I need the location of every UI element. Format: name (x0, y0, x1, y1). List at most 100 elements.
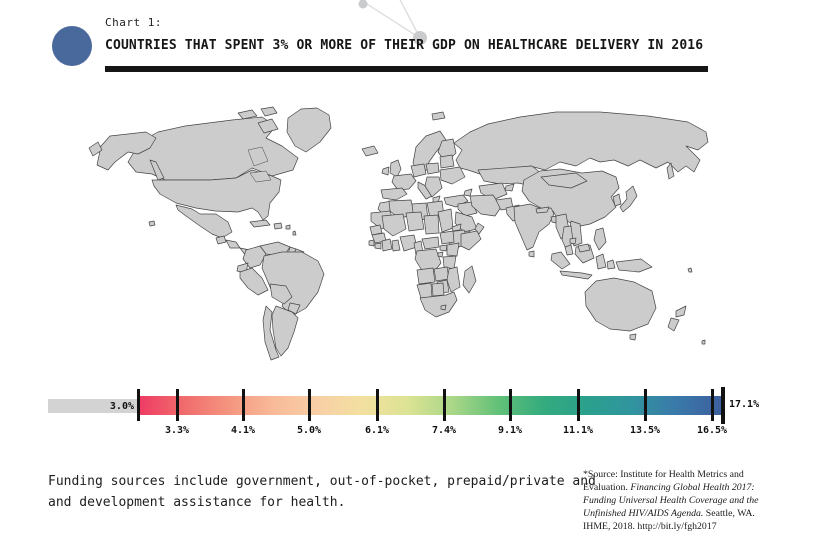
region-rwanda (437, 251, 444, 258)
region-nepal (535, 206, 550, 214)
legend-tick-label: 16.5% (696, 425, 728, 436)
region-new-zealand (675, 305, 687, 318)
region-sierra-leone (368, 239, 375, 247)
footnote: Funding sources include government, out-… (48, 471, 596, 513)
region-cuba (249, 219, 271, 228)
region-central-african-republic (421, 236, 440, 250)
great-lakes (249, 170, 272, 183)
legend-tick-label: 13.5% (629, 425, 661, 436)
region-kyrgyzstan (504, 183, 515, 192)
legend-end-cap (721, 387, 725, 424)
region-bolivia (269, 283, 293, 305)
hudson-bay (247, 146, 269, 167)
region-arctic-islands (237, 109, 258, 120)
region-chad (423, 214, 440, 235)
region-mongolia (540, 172, 588, 189)
region-pacific-islands (701, 339, 706, 345)
legend-min-label: 3.0% (109, 401, 134, 412)
region-spain (380, 187, 408, 201)
region-colombia (242, 245, 267, 269)
legend-tick (307, 389, 311, 421)
legend-tick (576, 389, 580, 421)
source-suffix: Seattle, WA. IHME, 2018. http://bit.ly/f… (583, 508, 755, 532)
region-sudan (437, 208, 454, 233)
region-malawi-mozambique (446, 266, 461, 293)
region-liberia (374, 242, 382, 250)
region-hispaniola (273, 222, 283, 230)
region-chile (262, 305, 280, 361)
region-iceland (361, 145, 379, 157)
legend-tick (508, 389, 512, 421)
region-australia (584, 277, 657, 332)
source-publication-title: Financing Global Health 2017: Funding Un… (583, 482, 759, 519)
region-uk (389, 159, 402, 178)
legend-tick (375, 389, 379, 421)
legend-tick-label: 11.1% (562, 425, 594, 436)
legend-tick-label: 7.4% (431, 425, 457, 436)
region-argentina (271, 305, 299, 357)
region-south-africa (419, 291, 458, 318)
region-madagascar (462, 265, 477, 294)
legend-tick (710, 389, 714, 421)
region-greenland (286, 107, 332, 153)
region-ivory-coast (381, 238, 393, 252)
region-italy (417, 181, 433, 200)
region-tasmania (629, 333, 637, 341)
network-line (359, 0, 421, 39)
region-angola (416, 267, 436, 285)
region-zambia (433, 266, 450, 282)
legend-tick (442, 389, 446, 421)
region-mexico (175, 204, 233, 239)
source-prefix: *Source: Institute for Health Metrics an… (583, 469, 744, 493)
legend-nodata-bar (48, 399, 138, 413)
region-brazil (261, 251, 325, 317)
legend-tick-label: 9.1% (497, 425, 523, 436)
network-decoration (358, 0, 427, 45)
region-france (391, 173, 417, 191)
region-caucasus (463, 188, 473, 197)
region-poland (425, 162, 440, 175)
network-node-small (358, 0, 368, 9)
region-uganda (439, 244, 448, 252)
region-peru (239, 267, 269, 296)
legend-tick (136, 389, 140, 421)
region-niger (405, 211, 425, 232)
region-sakhalin (666, 162, 675, 180)
region-arctic-islands (260, 106, 278, 117)
region-pacific-islands (687, 267, 693, 273)
region-botswana (431, 282, 445, 297)
legend-tick (643, 389, 647, 421)
region-honduras (225, 239, 241, 249)
region-sumatra (550, 251, 571, 270)
region-borneo-malaysia (577, 243, 591, 253)
region-japan (619, 185, 638, 213)
region-lesotho (440, 304, 447, 311)
region-kenya (446, 242, 460, 257)
legend-max-label: 17.1% (729, 399, 760, 410)
region-germany (410, 163, 427, 178)
region-somalia (460, 230, 482, 251)
region-cambodia (569, 237, 577, 245)
region-sulawesi (595, 253, 607, 270)
region-usa (151, 169, 282, 221)
region-paraguay (287, 302, 301, 315)
region-balkans (424, 176, 443, 198)
legend-tick (241, 389, 245, 421)
region-arctic-islands (257, 118, 279, 134)
region-lesser-antilles (292, 230, 297, 236)
region-mali (381, 213, 407, 237)
region-ireland (381, 166, 390, 176)
region-new-zealand (667, 317, 680, 332)
region-alaska (149, 159, 165, 181)
chart-title: COUNTRIES THAT SPENT 3% OR MORE OF THEIR… (105, 38, 704, 53)
region-svalbard (431, 111, 446, 121)
legend-tick-label: 5.0% (296, 425, 322, 436)
network-line (399, 0, 421, 39)
region-papua-new-guinea (615, 258, 653, 273)
region-indonesia-east (606, 259, 616, 270)
chart-label: Chart 1: (105, 16, 162, 29)
region-java (559, 270, 593, 280)
network-node-large (413, 31, 427, 45)
region-iran (469, 194, 502, 217)
